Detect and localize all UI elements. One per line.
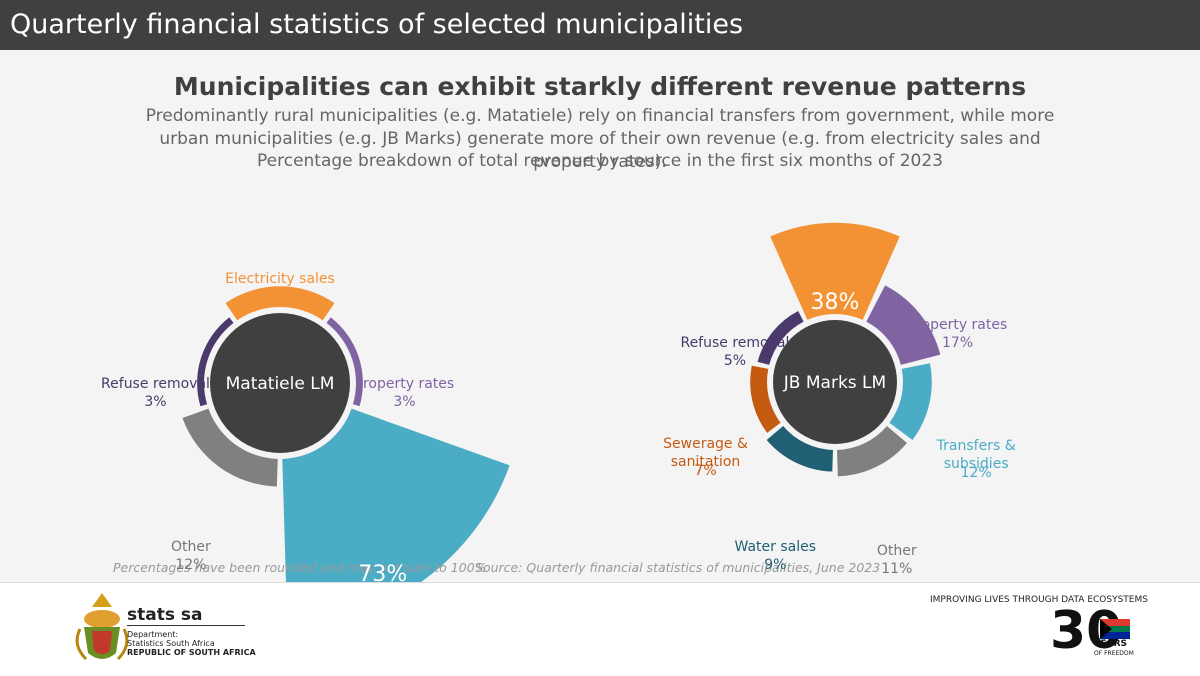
center-label: Matatiele LM: [226, 374, 335, 394]
segment: [889, 363, 932, 441]
subtitle: Predominantly rural municipalities (e.g.…: [145, 106, 1055, 172]
note: Percentages have been rounded and may no…: [113, 560, 487, 575]
country: REPUBLIC OF SOUTH AFRICA: [127, 648, 256, 657]
value-label: 5%: [723, 353, 747, 370]
category-label: Property rates: [354, 375, 455, 392]
segment: [770, 222, 900, 320]
value-label: 38%: [810, 290, 860, 316]
description: Percentage breakdown of total revenue by…: [257, 151, 943, 171]
segment: [766, 425, 833, 472]
segment: [326, 317, 363, 407]
source-note: Source: Quarterly financial statistics o…: [475, 560, 881, 575]
value-label: 7%: [694, 462, 717, 479]
segment: [182, 408, 278, 487]
category-label: Other: [876, 543, 917, 560]
center-circle: [773, 320, 897, 444]
value-label: 12%: [175, 556, 207, 573]
coat-of-arms: [75, 593, 129, 661]
category-label: Refuse removal: [101, 375, 210, 392]
slide: Municipalities can exhibit starkly diffe…: [0, 50, 1200, 663]
years-text: YEARS: [1094, 639, 1128, 649]
header-title: Quarterly financial statistics of select…: [10, 9, 744, 40]
value-label: 9%: [764, 556, 787, 573]
segment: [750, 365, 781, 433]
segment: [197, 317, 234, 407]
category-label: Electricity sales: [780, 244, 890, 261]
dept-name: Statistics South Africa: [127, 639, 215, 648]
charts: Matatiele LM JB Marks LM: [182, 222, 941, 582]
category-label: Transfers & subsidies: [936, 438, 1016, 473]
org-name: stats sa: [127, 605, 245, 626]
flag: [1100, 619, 1130, 639]
value-label: 12%: [960, 465, 992, 482]
value-label: 3%: [144, 393, 167, 410]
center-circle: [210, 313, 350, 453]
category-label: Property rates: [907, 317, 1008, 334]
segment: [282, 408, 510, 582]
value-label: 11%: [881, 561, 913, 578]
header-bar: Quarterly financial statistics of select…: [0, 0, 1200, 50]
value-label: 3%: [393, 393, 416, 410]
footer: stats sa Department: Statistics South Af…: [0, 582, 1200, 676]
category-label: Electricity sales: [225, 271, 335, 288]
headline: Municipalities can exhibit starkly diffe…: [173, 72, 1027, 101]
category-label: Sewerage & sanitation: [663, 435, 748, 470]
segment: [225, 286, 335, 321]
segment: [757, 310, 804, 365]
segment: [866, 285, 941, 365]
slogan: IMPROVING LIVES THROUGH DATA ECOSYSTEMS: [930, 595, 1148, 605]
value-label: 17%: [942, 335, 974, 352]
category-label: Refuse removal: [680, 335, 790, 352]
freedom-text: OF FREEDOM: [1094, 650, 1134, 657]
value-label: 9%: [268, 289, 292, 306]
dept-label: Department:: [127, 630, 179, 639]
category-label: Water sales: [734, 538, 817, 555]
center-label: JB Marks LM: [783, 373, 886, 393]
value-label: 73%: [358, 561, 408, 587]
category-label: Other: [171, 538, 211, 555]
segment: [837, 425, 908, 477]
